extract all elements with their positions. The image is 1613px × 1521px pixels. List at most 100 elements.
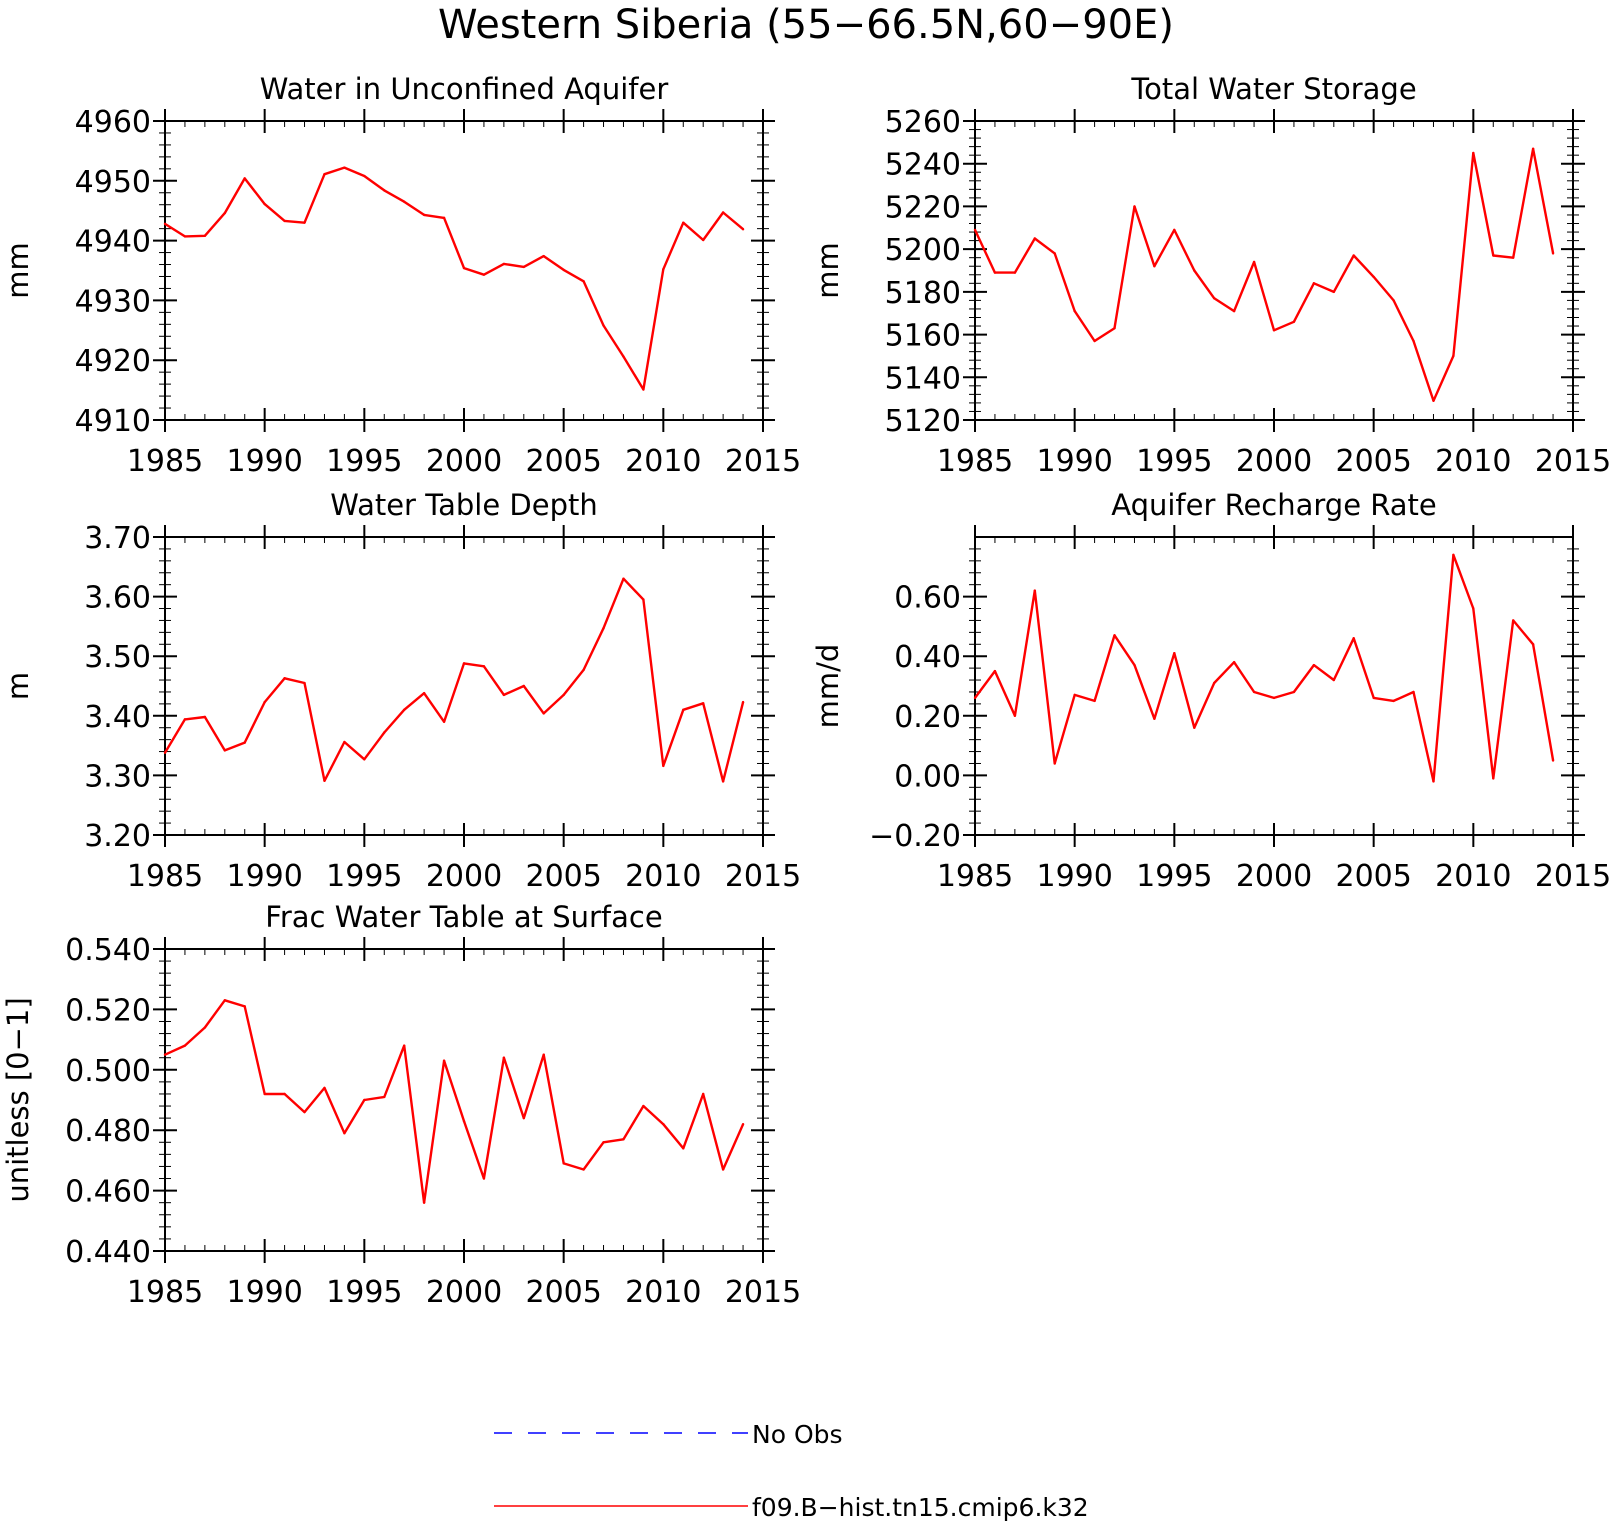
y-axis-label: m: [1, 672, 35, 700]
data-point: [422, 1201, 426, 1204]
x-tick-label: 1985: [127, 444, 203, 479]
data-point: [1512, 256, 1515, 259]
x-tick-label: 2000: [426, 444, 502, 479]
x-tick-label: 1995: [1136, 859, 1212, 894]
data-point: [1292, 320, 1296, 323]
data-point: [602, 626, 605, 630]
data-point: [303, 221, 306, 224]
data-point: [1073, 693, 1076, 697]
data-point: [163, 751, 167, 754]
data-point: [343, 740, 346, 744]
y-tick-label: 3.20: [84, 819, 151, 854]
data-point: [702, 238, 705, 242]
data-point: [163, 1053, 167, 1056]
y-tick-label: 5180: [885, 276, 961, 311]
data-point: [223, 749, 226, 752]
data-point: [1452, 354, 1455, 358]
chart-title: Water Table Depth: [330, 488, 598, 522]
data-point: [243, 1005, 246, 1008]
data-point: [1173, 652, 1176, 655]
x-tick-label: 2000: [426, 859, 502, 894]
data-point: [1252, 690, 1256, 694]
data-point: [323, 779, 326, 782]
y-tick-label: 4940: [75, 225, 151, 260]
data-point: [223, 211, 226, 215]
data-point: [283, 1092, 286, 1096]
y-tick-label: 3.70: [84, 521, 151, 556]
data-point: [303, 681, 306, 685]
data-point: [1272, 696, 1276, 700]
data-point: [1213, 681, 1216, 685]
x-tick-label: 2015: [1535, 444, 1611, 479]
data-point: [1153, 265, 1156, 268]
series-line: [163, 577, 745, 783]
data-point: [1352, 254, 1355, 257]
data-point: [1512, 619, 1515, 622]
x-tick-label: 1990: [1036, 444, 1112, 479]
data-point: [1472, 607, 1475, 610]
data-point: [462, 266, 466, 270]
x-tick-label: 2010: [1435, 859, 1511, 894]
plot-frame: [974, 120, 1574, 421]
data-point: [1432, 780, 1435, 783]
plot-frame: [164, 120, 764, 421]
data-point: [1232, 660, 1236, 664]
data-point: [602, 324, 605, 327]
data-point: [1252, 260, 1256, 264]
x-tick-label: 1990: [226, 859, 302, 894]
x-tick-label: 2005: [1335, 859, 1411, 894]
data-point: [702, 702, 705, 705]
data-point: [263, 202, 266, 206]
x-tick-label: 2015: [725, 1275, 801, 1310]
data-point: [542, 254, 545, 258]
x-tick-label: 2000: [1236, 859, 1312, 894]
data-point: [1352, 637, 1355, 640]
x-tick-label: 2015: [725, 444, 801, 479]
data-point: [682, 221, 685, 224]
data-point: [1551, 252, 1555, 255]
series-line: [164, 166, 744, 391]
data-point: [522, 265, 525, 269]
y-tick-label: 0.00: [894, 759, 961, 794]
data-point: [1193, 269, 1196, 272]
chart-panel-4: 1985 1990 1995 2000 2005 2010 2015 −0.20 0.00 0.2…: [811, 488, 1611, 894]
data-point: [1073, 309, 1076, 313]
data-point: [363, 1098, 366, 1102]
data-point: [203, 715, 207, 719]
x-tick-label: 1990: [226, 1275, 302, 1310]
plot-frame: [164, 536, 764, 836]
data-point: [422, 213, 426, 217]
data-point: [721, 211, 725, 214]
data-point: [1133, 205, 1136, 208]
data-point: [973, 228, 977, 232]
data-point: [1093, 699, 1096, 703]
data-point: [1452, 553, 1455, 557]
y-tick-label: 0.440: [65, 1235, 151, 1270]
x-tick-label: 1995: [326, 444, 402, 479]
data-point: [422, 691, 426, 695]
chart-panel-1: 1985 1990 1995 2000 2005 2010 2015 4910 4920 4930…: [1, 72, 801, 479]
legend: No Obs f09.B−hist.tn15.cmip6.k32: [494, 1420, 1089, 1521]
data-point: [582, 668, 585, 672]
y-tick-label: 0.500: [65, 1054, 151, 1089]
data-point: [642, 1104, 645, 1108]
data-point: [1531, 147, 1535, 150]
data-point: [562, 693, 565, 697]
data-point: [1232, 309, 1236, 313]
data-point: [403, 708, 406, 712]
y-tick-label: 0.540: [65, 933, 151, 968]
data-point: [1332, 678, 1336, 682]
data-point: [662, 268, 665, 271]
y-tick-label: 3.40: [84, 700, 151, 735]
data-point: [1173, 228, 1176, 232]
x-tick-label: 2005: [525, 444, 601, 479]
data-point: [1213, 297, 1216, 300]
data-point: [741, 700, 745, 704]
x-tick-label: 1985: [937, 859, 1013, 894]
data-point: [363, 174, 366, 178]
data-point: [702, 1092, 705, 1096]
data-point: [582, 1168, 585, 1171]
data-point: [1033, 589, 1037, 592]
data-point: [622, 577, 625, 580]
y-tick-label: 5260: [885, 105, 961, 140]
